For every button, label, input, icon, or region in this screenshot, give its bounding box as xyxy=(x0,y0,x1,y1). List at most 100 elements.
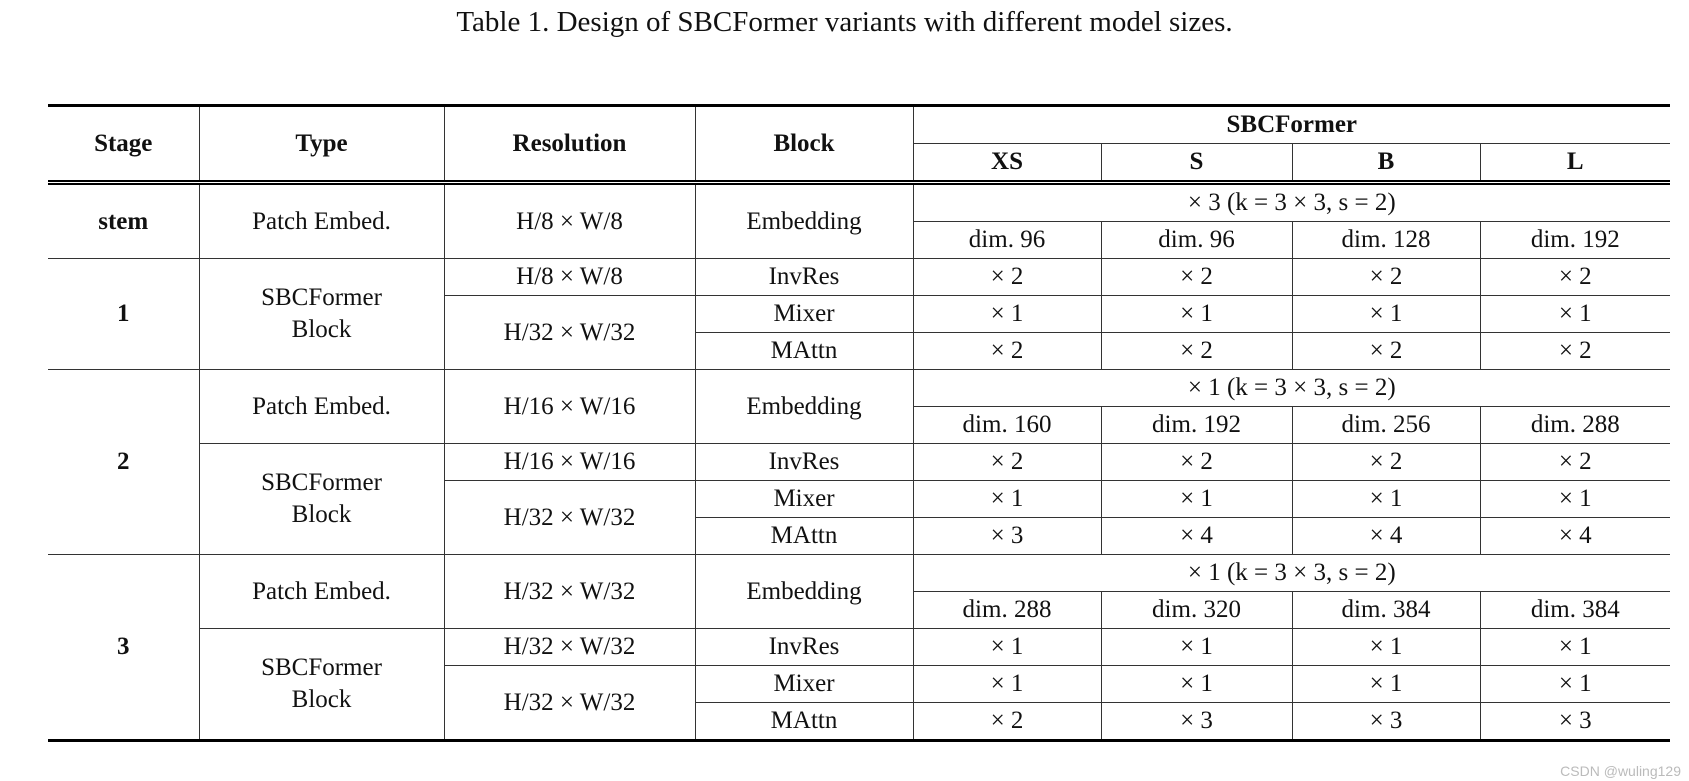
header-variant: XS xyxy=(913,143,1102,185)
dim-cell: dim. 288 xyxy=(1479,406,1671,444)
repeat-cell: × 1 xyxy=(912,628,1102,666)
resolution-cell: H/8 × W/8 xyxy=(443,182,696,259)
watermark: CSDN @wuling129 xyxy=(1560,763,1681,779)
block-cell: Mixer xyxy=(694,480,914,518)
repeat-cell: × 2 xyxy=(1291,332,1481,370)
dim-cell: dim. 288 xyxy=(913,591,1102,629)
resolution-cell: H/8 × W/8 xyxy=(443,258,696,296)
stage-cell: 1 xyxy=(48,258,200,370)
block-cell: Mixer xyxy=(694,295,914,333)
resolution-cell: H/32 × W/32 xyxy=(443,554,696,629)
resolution-cell: H/16 × W/16 xyxy=(443,369,696,444)
repeat-cell: × 4 xyxy=(1100,517,1293,555)
type-cell-text: SBCFormer Block xyxy=(261,654,382,713)
table-row: 1 SBCFormer Block H/8 × W/8 InvRes × 2 × 2 × 2… xyxy=(48,258,1671,370)
table-row: H/32 × W/32 Mixer × 1 × 1 × 1 × 1 xyxy=(48,665,1671,741)
repeat-cell: × 4 xyxy=(1479,517,1671,555)
conv-cell: × 1 (k = 3 × 3, s = 2) xyxy=(912,554,1671,592)
repeat-cell: × 3 xyxy=(1100,702,1293,741)
conv-cell: × 3 (k = 3 × 3, s = 2) xyxy=(912,182,1671,222)
repeat-cell: × 3 xyxy=(1291,702,1481,741)
repeat-cell: × 2 xyxy=(1479,332,1671,370)
header-variant: B xyxy=(1291,143,1481,185)
repeat-cell: × 2 xyxy=(1479,443,1671,481)
repeat-cell: × 1 xyxy=(912,665,1102,703)
repeat-cell: × 2 xyxy=(912,258,1102,296)
dim-cell: dim. 256 xyxy=(1291,406,1481,444)
repeat-cell: × 1 xyxy=(1100,295,1293,333)
type-cell-text: SBCFormer Block xyxy=(261,284,382,343)
stage-cell: 3 xyxy=(48,554,200,741)
table-row: 2 Patch Embed. H/16 × W/16 Embedding × 1 (k … xyxy=(48,369,1671,555)
type-cell-text: SBCFormer Block xyxy=(261,469,382,528)
type-cell: Patch Embed. xyxy=(198,369,445,444)
type-cell: Patch Embed. xyxy=(198,182,445,259)
block-cell: Embedding xyxy=(694,554,914,629)
type-cell: SBCFormer Block xyxy=(199,628,445,741)
repeat-cell: × 4 xyxy=(1291,517,1481,555)
table-row: stem Patch Embed. H/8 × W/8 Embedding × 3 (k… xyxy=(48,182,1671,259)
header-cell: Block xyxy=(694,105,914,185)
resolution-cell: H/32 × W/32 xyxy=(444,480,696,555)
table-row: Stage Type Resolution Block SBCFormer xyxy=(48,105,1671,185)
dim-cell: dim. 384 xyxy=(1479,591,1671,629)
repeat-cell: × 1 xyxy=(1100,480,1293,518)
block-cell: Mixer xyxy=(694,665,914,703)
table-row: H/32 × W/32 Mixer × 1 × 1 × 1 × 1 xyxy=(48,295,1671,370)
block-cell: InvRes xyxy=(694,628,914,666)
repeat-cell: × 1 xyxy=(912,295,1102,333)
repeat-cell: × 1 xyxy=(1291,628,1481,666)
header-variant: L xyxy=(1479,143,1671,185)
table-row: MAttn × 3 × 4 × 4 × 4 xyxy=(48,517,1671,555)
header-cell: Stage xyxy=(48,105,200,185)
table-row: XS S B L xyxy=(48,143,1671,185)
repeat-cell: × 1 xyxy=(1291,480,1481,518)
repeat-cell: × 1 xyxy=(1479,480,1671,518)
table-row: H/32 × W/32 Mixer × 1 × 1 × 1 × 1 xyxy=(48,480,1671,555)
repeat-cell: × 1 xyxy=(1100,665,1293,703)
header-variant: S xyxy=(1100,143,1293,185)
repeat-cell: × 2 xyxy=(1100,258,1293,296)
dim-cell: dim. 192 xyxy=(1479,221,1671,259)
repeat-cell: × 2 xyxy=(1291,443,1481,481)
resolution-cell: H/32 × W/32 xyxy=(443,628,696,666)
block-cell: Embedding xyxy=(694,369,914,444)
repeat-cell: × 1 xyxy=(1291,295,1481,333)
resolution-cell: H/32 × W/32 xyxy=(444,295,696,370)
dim-cell: dim. 192 xyxy=(1100,406,1293,444)
dim-cell: dim. 320 xyxy=(1100,591,1293,629)
repeat-cell: × 2 xyxy=(912,702,1102,741)
repeat-cell: × 1 xyxy=(1479,628,1671,666)
dim-cell: dim. 96 xyxy=(1100,221,1293,259)
repeat-cell: × 2 xyxy=(1291,258,1481,296)
table-row: MAttn × 2 × 3 × 3 × 3 xyxy=(48,702,1671,741)
table-row: 3 Patch Embed. H/32 × W/32 Embedding × 1 (k … xyxy=(48,554,1671,741)
block-cell: MAttn xyxy=(695,332,914,370)
block-cell: MAttn xyxy=(695,517,914,555)
block-cell: Embedding xyxy=(694,182,914,259)
repeat-cell: × 2 xyxy=(912,332,1102,370)
block-cell: MAttn xyxy=(695,702,914,741)
stage-cell: stem xyxy=(48,182,200,259)
repeat-cell: × 1 xyxy=(1291,665,1481,703)
table-row: dim. 288 dim. 320 dim. 384 dim. 384 xyxy=(48,591,1671,629)
header-group: SBCFormer xyxy=(912,105,1671,144)
repeat-cell: × 3 xyxy=(1479,702,1671,741)
table-title: Table 1. Design of SBCFormer variants wi… xyxy=(456,6,1233,38)
dim-cell: dim. 128 xyxy=(1291,221,1481,259)
repeat-cell: × 2 xyxy=(1479,258,1671,296)
header-cell: Resolution xyxy=(443,105,696,185)
repeat-cell: × 3 xyxy=(912,517,1102,555)
table-row: SBCFormer Block H/16 × W/16 InvRes × 2 × 2 × … xyxy=(48,443,1671,555)
conv-cell: × 1 (k = 3 × 3, s = 2) xyxy=(912,369,1671,407)
repeat-cell: × 2 xyxy=(1100,332,1293,370)
repeat-cell: × 1 xyxy=(1479,295,1671,333)
header-cell: Type xyxy=(198,105,445,185)
dim-cell: dim. 96 xyxy=(913,221,1102,259)
block-cell: InvRes xyxy=(694,258,914,296)
stage-cell: 2 xyxy=(48,369,200,555)
resolution-cell: H/32 × W/32 xyxy=(444,665,696,741)
type-cell: Patch Embed. xyxy=(198,554,445,629)
resolution-cell: H/16 × W/16 xyxy=(443,443,696,481)
